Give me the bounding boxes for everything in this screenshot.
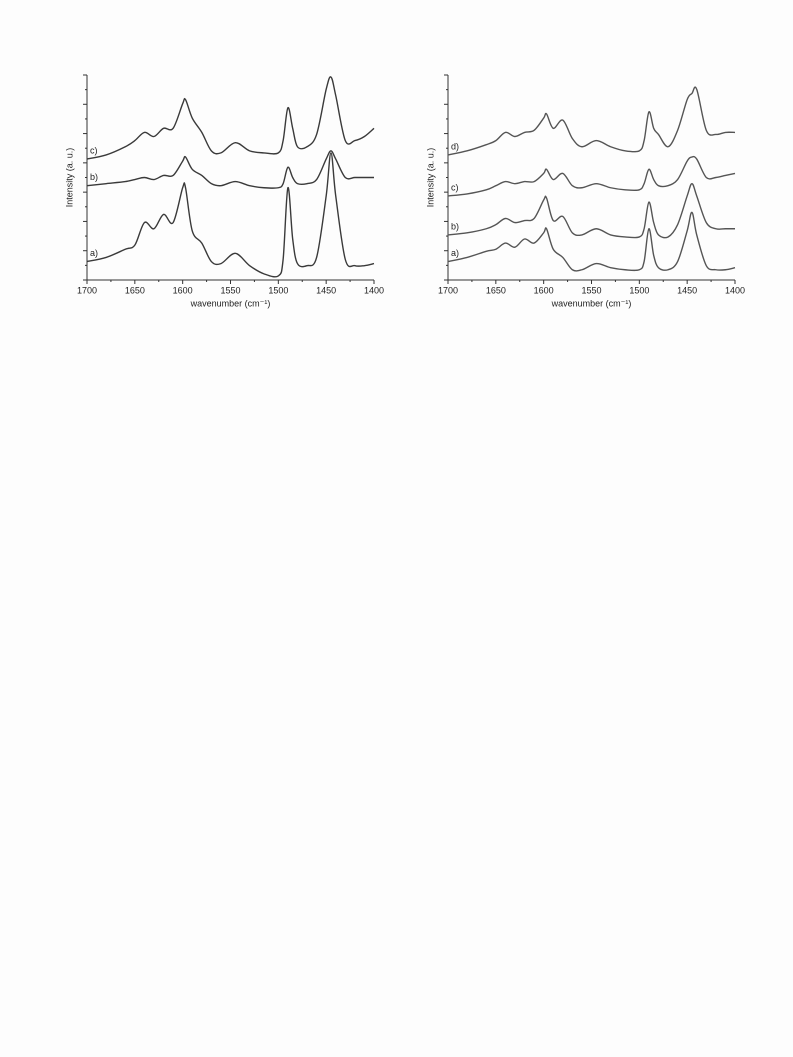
x-tick-label: 1500 bbox=[268, 285, 288, 295]
x-tick-label: 1600 bbox=[534, 285, 554, 295]
spectrum-line bbox=[447, 182, 735, 239]
x-tick-label: 1600 bbox=[173, 285, 193, 295]
spectrum-line bbox=[86, 76, 375, 160]
series-label: a) bbox=[451, 248, 459, 258]
x-axis-label: wavenumber (cm⁻¹) bbox=[190, 298, 271, 308]
spectrum-line bbox=[447, 86, 736, 156]
spectrum-line bbox=[86, 150, 374, 189]
series-label: a) bbox=[90, 248, 98, 258]
figure: 1700 1650 1600 1550 1500 1450 1400 wavenumber (… bbox=[64, 74, 745, 308]
spectrum-line bbox=[86, 152, 375, 278]
y-axis-label: Intensity (a. u.) bbox=[425, 148, 435, 208]
x-tick-label: 1450 bbox=[677, 285, 697, 295]
series-label: b) bbox=[451, 221, 459, 231]
x-tick-label: 1400 bbox=[364, 285, 384, 295]
x-tick-label: 1400 bbox=[725, 285, 745, 295]
x-tick-label: 1650 bbox=[486, 285, 506, 295]
x-tick-label: 1550 bbox=[581, 285, 601, 295]
series-label: d) bbox=[451, 141, 459, 151]
series-label: b) bbox=[90, 172, 98, 182]
plot-frame bbox=[448, 75, 735, 280]
series-label: c) bbox=[451, 182, 459, 192]
x-tick-label: 1450 bbox=[316, 285, 336, 295]
x-tick-label: 1650 bbox=[125, 285, 145, 295]
x-tick-label: 1550 bbox=[220, 285, 240, 295]
series-label: c) bbox=[90, 145, 98, 155]
spectrum-line bbox=[447, 211, 736, 272]
spectrum-line bbox=[447, 155, 736, 197]
plot-frame bbox=[87, 75, 374, 280]
x-axis-label: wavenumber (cm⁻¹) bbox=[551, 298, 632, 308]
y-axis-label: Intensity (a. u.) bbox=[64, 148, 74, 208]
x-tick-label: 1700 bbox=[77, 285, 97, 295]
x-tick-label: 1500 bbox=[629, 285, 649, 295]
x-tick-label: 1700 bbox=[438, 285, 458, 295]
